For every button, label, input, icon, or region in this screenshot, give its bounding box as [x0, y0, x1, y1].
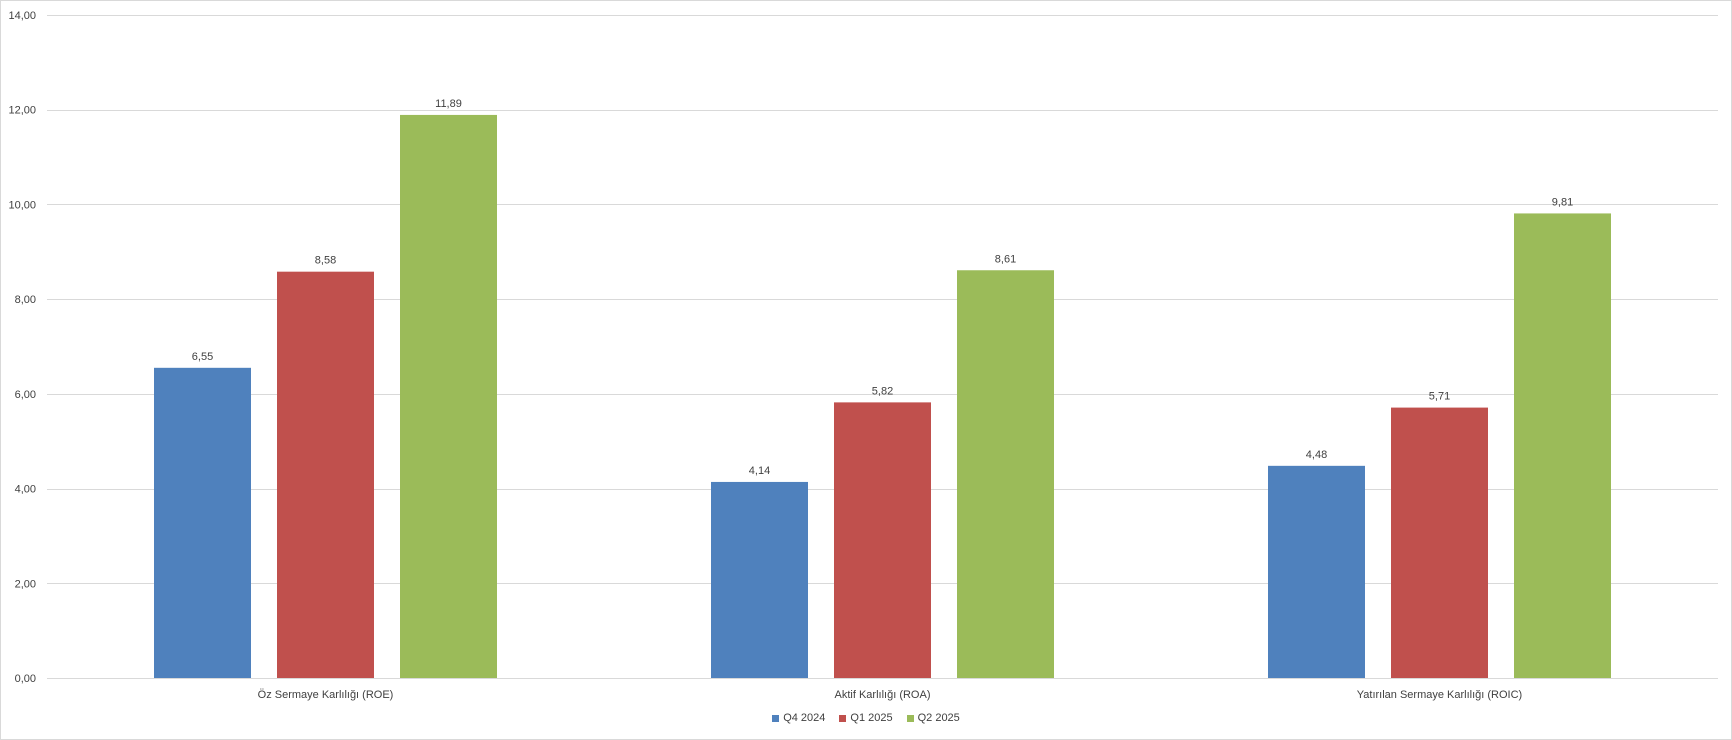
y-tick-label: 4,00 — [15, 484, 36, 496]
bar-q2-2025 — [957, 270, 1054, 678]
x-category-label: Yatırılan Sermaye Karlılığı (ROIC) — [1357, 689, 1522, 701]
bar-q1-2025 — [277, 271, 374, 678]
data-label: 4,48 — [1306, 449, 1327, 461]
bar-q4-2024 — [1268, 465, 1365, 678]
legend-item: Q1 2025 — [839, 712, 893, 724]
bar-q1-2025 — [834, 402, 931, 678]
x-category-label: Öz Sermaye Karlılığı (ROE) — [258, 689, 394, 701]
legend-swatch — [839, 714, 847, 722]
legend-item: Q4 2024 — [772, 712, 825, 724]
y-tick-label: 6,00 — [15, 389, 36, 401]
bar-q2-2025 — [1514, 213, 1611, 678]
legend-swatch — [772, 714, 780, 722]
legend-label: Q4 2024 — [783, 712, 826, 724]
bar-q4-2024 — [711, 481, 808, 678]
bar-q4-2024 — [154, 367, 251, 678]
bar-q1-2025 — [1391, 407, 1488, 678]
legend-swatch — [906, 714, 914, 722]
legend: Q4 2024 Q1 2025 Q2 2025 — [0, 712, 1732, 724]
data-label: 8,58 — [315, 255, 336, 267]
legend-label: Q1 2025 — [850, 712, 893, 724]
data-label: 11,89 — [435, 98, 462, 110]
y-tick-label: 10,00 — [8, 199, 36, 211]
y-tick-label: 14,00 — [8, 10, 36, 22]
y-tick-label: 8,00 — [15, 294, 36, 306]
bar-q2-2025 — [400, 114, 497, 678]
legend-item: Q2 2025 — [906, 712, 960, 724]
data-label: 4,14 — [749, 465, 770, 477]
data-label: 5,82 — [872, 385, 893, 397]
y-tick-label: 0,00 — [15, 673, 36, 685]
y-tick-label: 12,00 — [8, 105, 36, 117]
data-label: 9,81 — [1552, 196, 1573, 208]
data-label: 8,61 — [995, 253, 1016, 265]
data-label: 6,55 — [192, 351, 213, 363]
y-tick-label: 2,00 — [15, 578, 36, 590]
data-label: 5,71 — [1429, 391, 1450, 403]
x-category-label: Aktif Karlılığı (ROA) — [835, 689, 931, 701]
legend-label: Q2 2025 — [917, 712, 960, 724]
